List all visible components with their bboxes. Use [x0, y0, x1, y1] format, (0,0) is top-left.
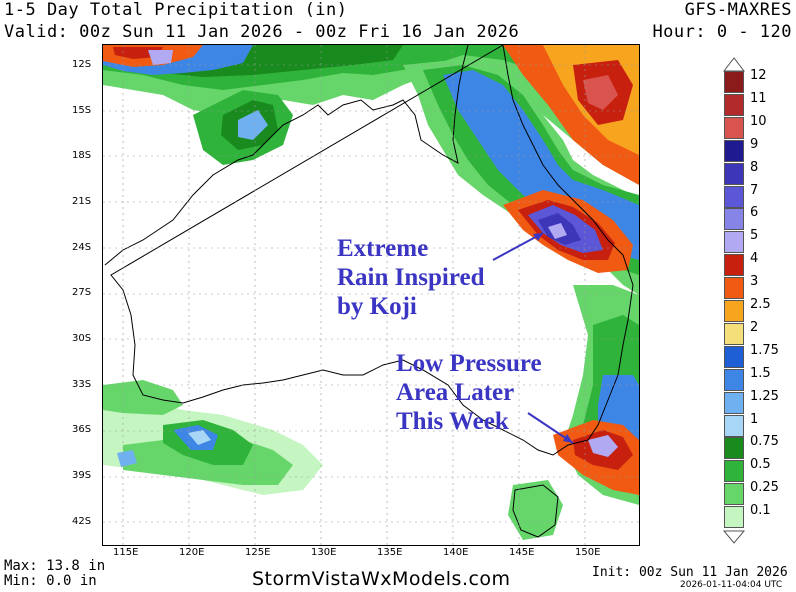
legend-swatch — [724, 300, 744, 322]
legend-swatch — [724, 345, 744, 368]
legend-value: 1 — [750, 411, 759, 427]
legend-swatch — [724, 506, 744, 529]
low-pressure-annotation: Low Pressure Area Later This Week — [396, 349, 542, 436]
legend-value: 8 — [750, 159, 759, 175]
legend-swatch — [724, 322, 744, 345]
legend-value: 1.75 — [750, 342, 779, 358]
koji-arrow — [492, 232, 544, 261]
lon-label: 125E — [245, 547, 271, 558]
legend-value: 0.5 — [750, 457, 771, 473]
legend-swatch — [724, 460, 744, 483]
legend-swatch — [724, 483, 744, 506]
legend-value: 5 — [750, 228, 759, 244]
valid-period: Valid: 00z Sun 11 Jan 2026 - 00z Fri 16 … — [4, 22, 520, 42]
legend-top-arrow-icon — [722, 57, 746, 72]
site-credit[interactable]: StormVistaWxModels.com — [252, 568, 511, 590]
legend-swatch — [724, 414, 744, 437]
lon-label: 120E — [179, 547, 205, 558]
precip-shading — [103, 45, 639, 540]
legend-value: 2.5 — [750, 297, 771, 312]
forecast-hours: Hour: 0 - 120 — [652, 22, 792, 42]
legend-swatch — [724, 185, 744, 208]
annotation-line: by Koji — [337, 293, 417, 320]
legend-value: 0.1 — [750, 503, 771, 519]
map-canvas — [103, 45, 639, 545]
precipitation-map[interactable] — [102, 44, 640, 546]
model-name: GFS-MAXRES — [684, 0, 792, 20]
koji-arrow-head — [533, 233, 543, 241]
legend-value: 11 — [750, 90, 767, 106]
lat-label: 15S — [72, 105, 92, 116]
legend-value: 4 — [750, 251, 759, 267]
lat-label: 36S — [72, 424, 92, 435]
lon-label: 145E — [509, 547, 535, 558]
annotation-line: Extreme — [337, 235, 429, 262]
annotation-line: This Week — [396, 408, 509, 435]
lat-label: 24S — [72, 242, 92, 253]
legend-swatch — [724, 116, 744, 139]
lat-label: 12S — [72, 59, 92, 70]
lon-label: 130E — [311, 547, 337, 558]
legend-value: 6 — [750, 205, 759, 221]
koji-annotation: Extreme Rain Inspired by Koji — [337, 234, 485, 321]
legend-value: 1.5 — [750, 365, 771, 381]
lon-label: 135E — [377, 547, 403, 558]
timestamp: 2026-01-11-04:04 UTC — [680, 580, 783, 590]
map-title: 1-5 Day Total Precipitation (in) — [4, 0, 348, 20]
lat-label: 18S — [72, 150, 92, 161]
lat-label: 27S — [72, 287, 92, 298]
low-arrow-head — [563, 434, 573, 443]
legend-value: 3 — [750, 274, 759, 290]
annotation-line: Low Pressure — [396, 350, 542, 377]
legend-swatch — [724, 162, 744, 185]
tasmania-outline — [512, 484, 559, 538]
legend-value: 7 — [750, 182, 759, 198]
lat-label: 33S — [72, 379, 92, 390]
legend-swatch — [724, 391, 744, 414]
legend-value: 2 — [750, 319, 759, 335]
legend-value: 1.25 — [750, 388, 779, 404]
legend-swatch — [724, 368, 744, 391]
lon-label: 150E — [575, 547, 601, 558]
lat-label: 30S — [72, 333, 92, 344]
init-time: Init: 00z Sun 11 Jan 2026 — [592, 565, 788, 580]
lat-label: 39S — [72, 470, 92, 481]
legend-swatch — [724, 231, 744, 254]
legend-value: 10 — [750, 113, 767, 129]
legend-value: 12 — [750, 68, 767, 83]
annotation-line: Area Later — [396, 379, 515, 406]
legend-swatch — [724, 208, 744, 231]
lon-label: 115E — [113, 547, 139, 558]
min-value: Min: 0.0 in — [4, 573, 97, 589]
legend-bottom-arrow-icon — [722, 530, 746, 544]
legend-swatch — [724, 139, 744, 162]
legend-value: 9 — [750, 136, 759, 152]
lat-label: 42S — [72, 516, 92, 527]
legend-swatch — [724, 437, 744, 460]
annotation-line: Rain Inspired — [337, 264, 485, 291]
legend-swatch — [724, 93, 744, 116]
legend-value: 0.25 — [750, 480, 779, 496]
legend-value: 0.75 — [750, 434, 779, 450]
legend-swatch — [724, 71, 744, 93]
max-value: Max: 13.8 in — [4, 558, 106, 574]
coastline — [104, 45, 634, 456]
legend-swatch — [724, 254, 744, 277]
legend-swatch — [724, 277, 744, 300]
lon-label: 140E — [443, 547, 469, 558]
lat-label: 21S — [72, 196, 92, 207]
